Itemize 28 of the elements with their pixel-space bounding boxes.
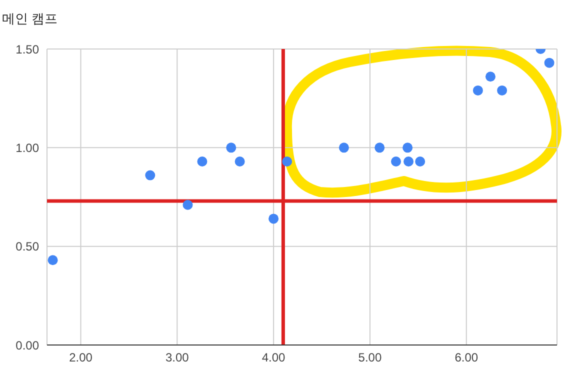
x-tick-label: 2.00	[69, 350, 93, 365]
point	[268, 214, 279, 224]
point	[497, 85, 508, 96]
point	[374, 142, 385, 153]
point	[391, 156, 401, 166]
point	[48, 255, 58, 266]
y-tick-label: 1.00	[16, 140, 40, 155]
point	[544, 58, 554, 68]
chart-title: 메인 캠프	[2, 10, 58, 28]
y-tick-label: 1.50	[16, 42, 40, 56]
point	[234, 156, 245, 166]
y-tick-label: 0.00	[16, 338, 40, 352]
point	[404, 156, 414, 166]
point	[282, 156, 292, 166]
point	[182, 200, 193, 210]
point	[472, 85, 483, 96]
x-tick-label: 5.00	[358, 350, 382, 365]
x-tick-label: 6.00	[454, 350, 478, 365]
point	[338, 142, 349, 153]
point	[197, 156, 208, 166]
x-tick-label: 4.00	[262, 350, 286, 365]
y-tick-label: 0.50	[16, 240, 40, 254]
point	[485, 72, 496, 82]
point	[415, 156, 426, 166]
point	[402, 142, 413, 153]
x-tick-label: 3.00	[165, 350, 190, 365]
point	[145, 170, 156, 180]
point	[226, 142, 236, 153]
